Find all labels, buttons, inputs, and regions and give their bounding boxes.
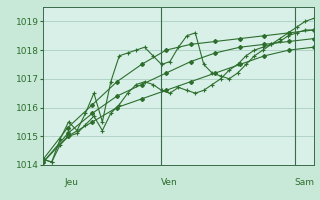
Text: Ven: Ven	[161, 178, 178, 187]
Text: Jeu: Jeu	[65, 178, 79, 187]
Text: Sam: Sam	[295, 178, 315, 187]
